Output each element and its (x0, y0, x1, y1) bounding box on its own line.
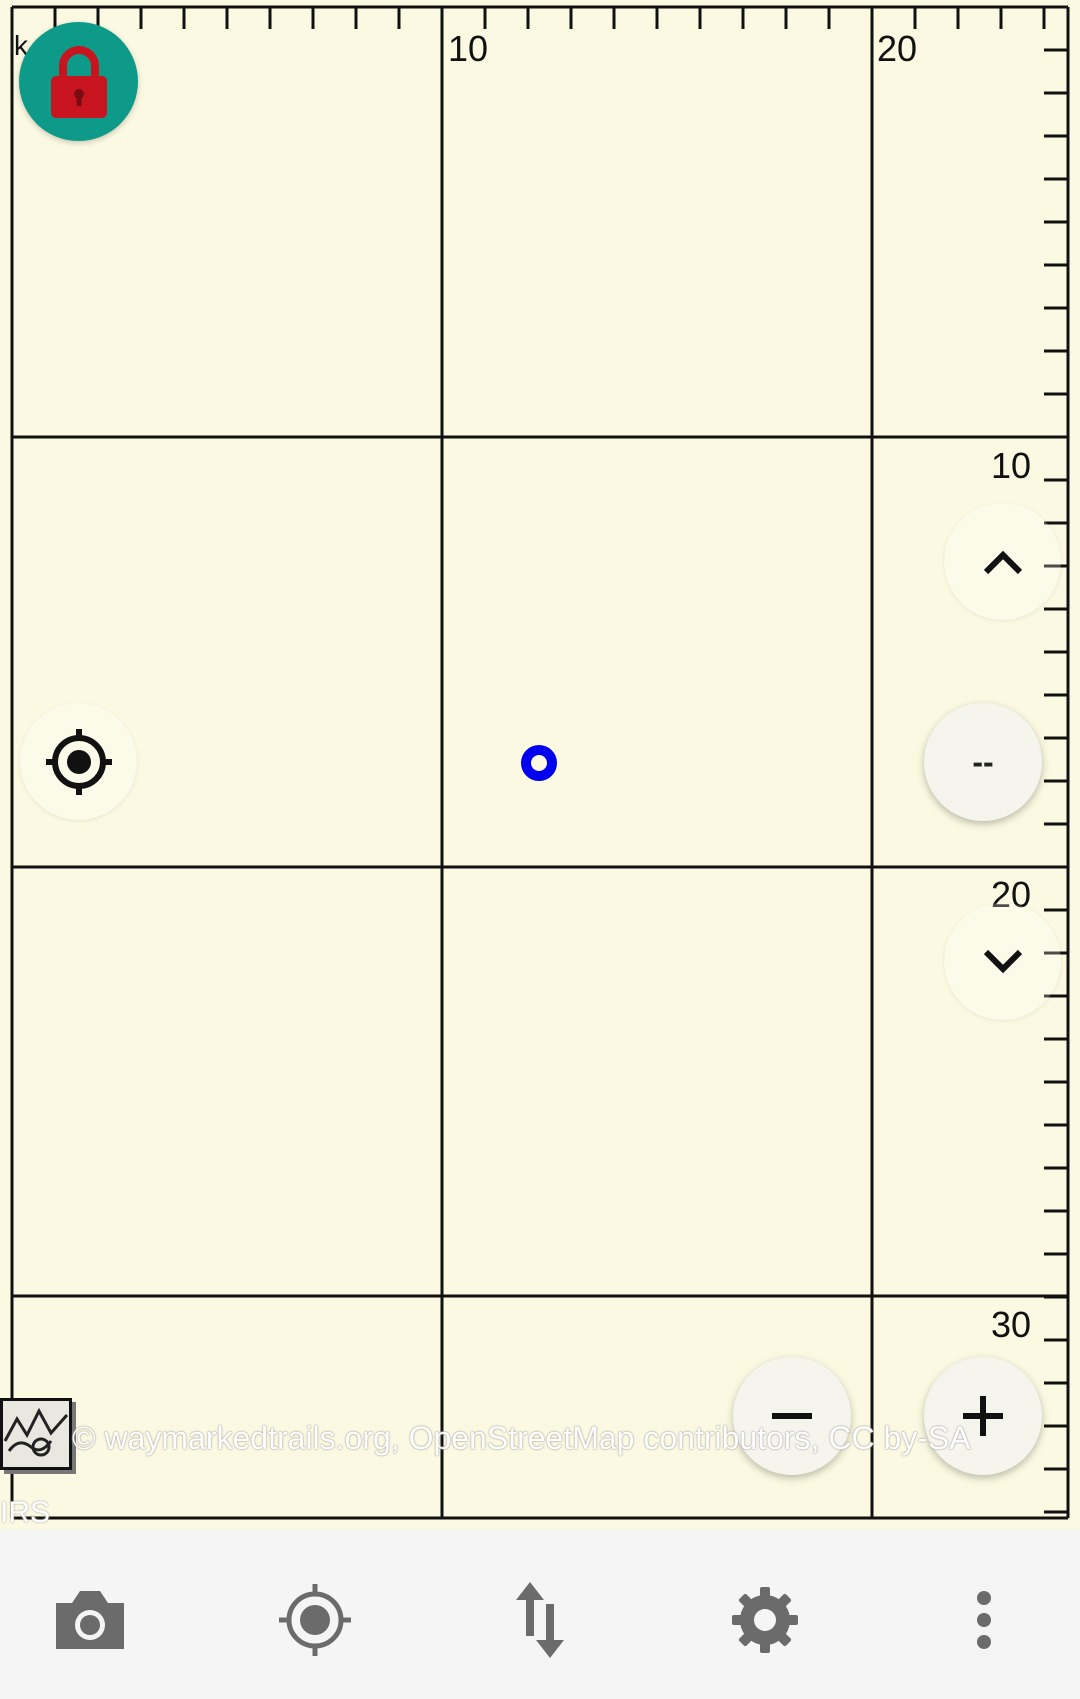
crosshair-icon (45, 728, 112, 795)
ruler-top-label-k: k (14, 30, 28, 61)
gps-button[interactable] (265, 1570, 365, 1670)
chevron-up-icon (983, 550, 1022, 574)
settings-button[interactable] (715, 1570, 815, 1670)
zoom-out-button[interactable] (733, 1357, 851, 1475)
camera-button[interactable] (40, 1570, 140, 1670)
locate-button[interactable] (20, 703, 137, 820)
camera-icon (56, 1591, 124, 1649)
ruler-top-label-10: 10 (448, 28, 489, 69)
map-attribution: © waymarkedtrails.org, OpenStreetMap con… (72, 1420, 971, 1456)
more-vert-icon (977, 1591, 991, 1649)
more-options-button[interactable] (934, 1570, 1034, 1670)
chevron-down-icon (983, 949, 1022, 973)
scroll-down-button[interactable] (944, 903, 1061, 1020)
ruler-right-label-10: 10 (991, 445, 1032, 486)
gear-icon (732, 1587, 798, 1653)
location-marker (521, 745, 557, 781)
scale-label: -- (972, 743, 994, 780)
map-grid (10, 5, 1070, 1520)
gps-icon (279, 1584, 351, 1656)
scale-button[interactable]: -- (924, 703, 1042, 821)
ruler-right-label-30: 30 (991, 1304, 1032, 1345)
sort-arrows-icon (516, 1582, 564, 1658)
sort-arrows-button[interactable] (490, 1570, 590, 1670)
hiking-layer-icon (3, 1407, 69, 1457)
scroll-up-button[interactable] (944, 503, 1061, 620)
map-layer-thumbnail[interactable] (0, 1398, 72, 1470)
lock-button[interactable] (19, 22, 138, 141)
zoom-in-button[interactable] (924, 1357, 1042, 1475)
minus-icon (772, 1413, 812, 1419)
map-view[interactable]: k 10 20 10 20 30 (0, 0, 1080, 1530)
ruler-right-label-20: 20 (991, 874, 1032, 915)
lock-icon (50, 45, 107, 118)
irs-label: IRS (0, 1496, 51, 1529)
bottom-toolbar (0, 1530, 1080, 1699)
plus-icon (963, 1396, 1003, 1436)
ruler-top-label-20: 20 (877, 28, 918, 69)
